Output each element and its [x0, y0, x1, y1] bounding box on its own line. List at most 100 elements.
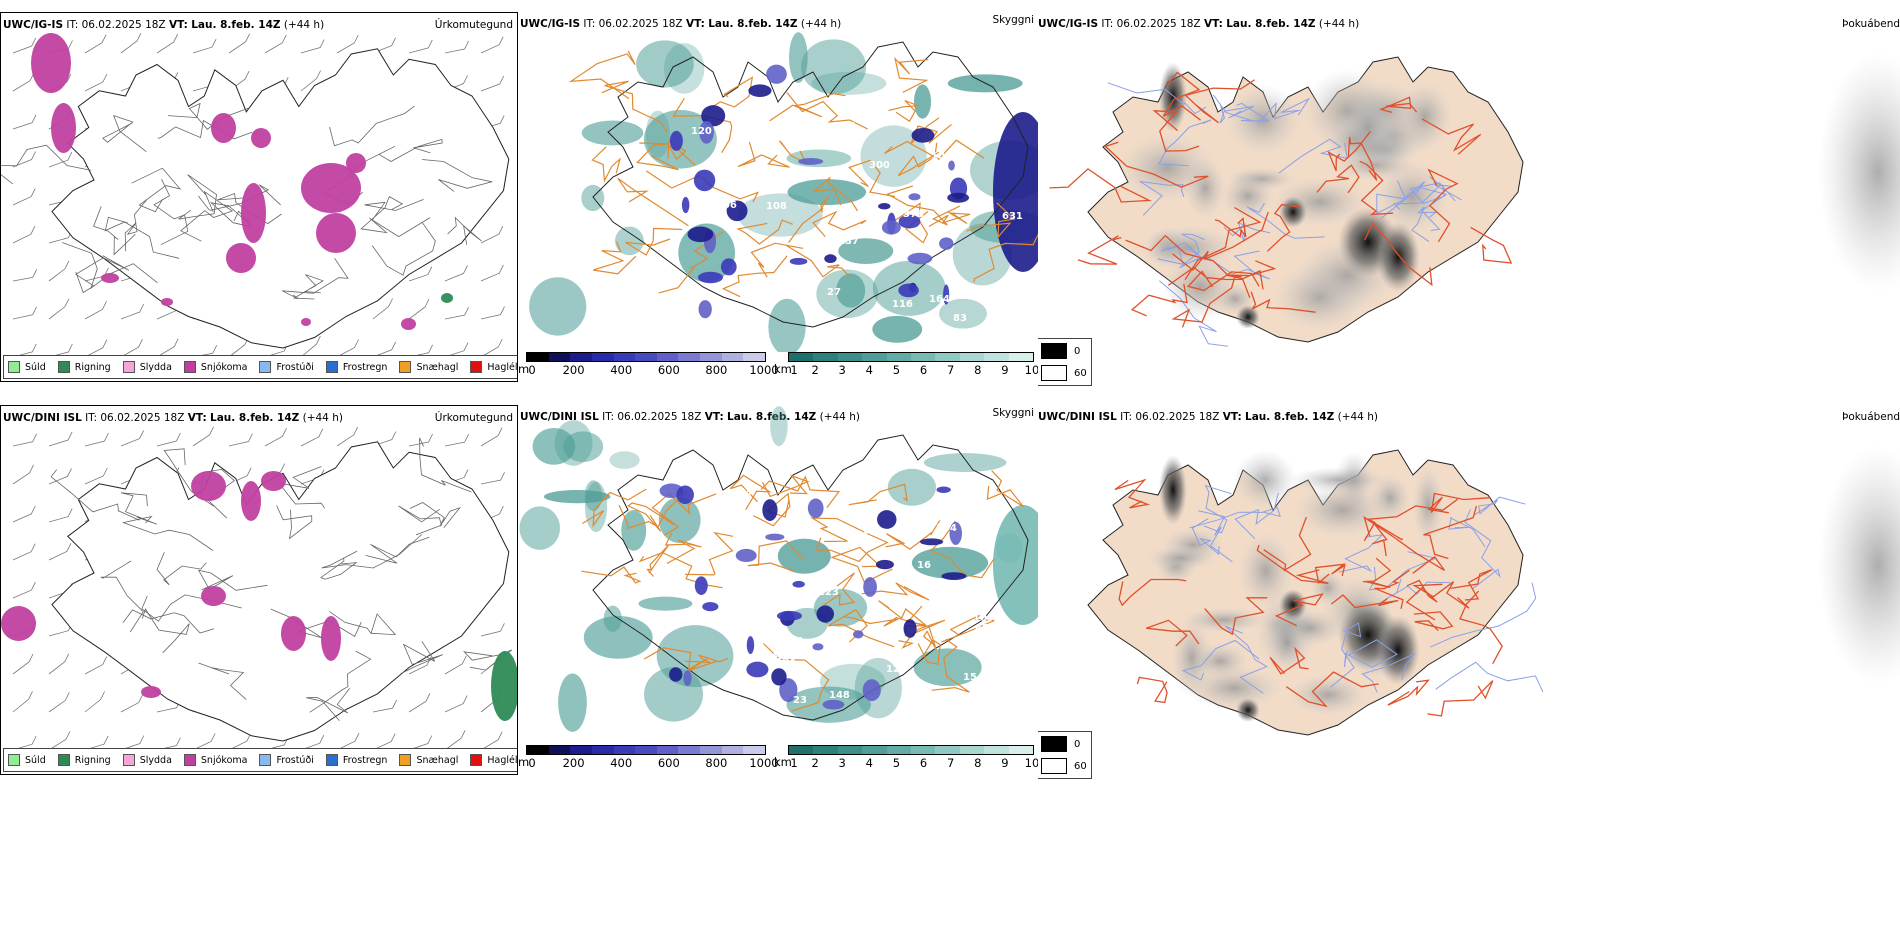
legend-swatch — [470, 361, 483, 373]
fog-legend-label: 60 — [1074, 760, 1087, 772]
cloud-visibility-panel: UWC/DINI ISL IT: 06.02.2025 18Z VT: Lau.… — [518, 405, 1038, 785]
legend-swatch — [259, 754, 272, 766]
cloud-visibility-panel: UWC/IG-IS IT: 06.02.2025 18Z VT: Lau. 8.… — [518, 12, 1038, 392]
colorbar-tick: 6 — [919, 363, 928, 377]
legend-swatch — [183, 754, 196, 766]
legend-label: Frostúði — [276, 754, 314, 766]
legend-swatch — [122, 754, 135, 766]
cloud-base-label: 631 — [1002, 211, 1023, 222]
colorbar-tick: 5 — [892, 363, 901, 377]
cloud-base-label: 406 — [704, 196, 725, 207]
fog-legend: 0 60 — [1038, 731, 1092, 779]
cloud-base-label: 23 — [793, 695, 807, 706]
legend-label: Snæhagl — [416, 361, 459, 373]
legend-swatch — [399, 754, 412, 766]
cloud-base-label: 73 — [738, 487, 752, 498]
cloud-base-label: 120 — [886, 664, 907, 675]
colorbar-unit: km — [774, 362, 792, 376]
cloud-base-label: 208 — [784, 127, 805, 138]
fog-legend-item: 0 — [1041, 736, 1080, 752]
colorbar-tick: 7 — [946, 756, 955, 770]
colorbar-swatches — [788, 352, 1034, 362]
cloud-base-label: 566 — [708, 577, 729, 588]
precip-type-panel: UWC/DINI ISL IT: 06.02.2025 18Z VT: Lau.… — [0, 405, 518, 775]
cloud-base-label: 486 — [835, 130, 856, 141]
colorbar-tick: 2 — [811, 363, 819, 377]
colorbar-tick: 1 — [790, 363, 798, 377]
colorbar-tick: 0 — [528, 363, 536, 377]
colorbar-tick: 1 — [790, 756, 798, 770]
cloud-base-label: 15 — [963, 672, 977, 683]
legend-swatch — [183, 361, 196, 373]
visibility-colorbar: km 1 2 3 4 5 6 7 8 9 10 — [774, 352, 1038, 382]
legend-swatch — [259, 361, 272, 373]
colorbar-tick: 3 — [838, 363, 846, 377]
fog-indicator-panel: UWC/DINI ISL IT: 06.02.2025 18Z VT: Lau.… — [1038, 405, 1900, 785]
cloud-map: 256 513 497 113 154 680 566 73 404 120 319 148 215 18… — [519, 406, 1038, 732]
fog-map — [1049, 52, 1900, 347]
cloud-base-label: 154 — [936, 523, 957, 534]
cloud-base-label: 215 — [695, 616, 716, 627]
legend-label: Snjókoma — [200, 754, 248, 766]
cloud-map: 106 87 20 27 100 631 78 378 406 164 486 83 69 137 300 9… — [529, 32, 1038, 352]
colorbar-swatches — [788, 745, 1034, 755]
legend-label: Slydda — [139, 361, 172, 373]
colorbar-tick: 8 — [974, 756, 982, 770]
colorbar-tick: 10 — [1024, 363, 1038, 377]
cloud-base-label: 100 — [931, 151, 952, 162]
fog-map — [1087, 445, 1900, 736]
legend-item: Snæhagl — [399, 754, 458, 766]
colorbar-unit: m — [518, 755, 530, 769]
visibility-colorbar: km 1 2 3 4 5 6 7 8 9 10 — [774, 745, 1038, 775]
fog-panel-header: UWC/DINI ISL IT: 06.02.2025 18Z VT: Lau.… — [1038, 411, 1378, 423]
legend-label: Súld — [25, 754, 46, 766]
legend-item: Rigning — [57, 754, 111, 766]
precip-type-legend: Súld Rigning Slydda Snjókoma Frostúði Frostre… — [3, 748, 517, 772]
precip-type-panel: UWC/IG-IS IT: 06.02.2025 18Z VT: Lau. 8.… — [0, 12, 518, 382]
colorbar-tick: 7 — [946, 363, 955, 377]
fog-legend-item: 60 — [1041, 365, 1087, 381]
cloud-base-label: 404 — [775, 657, 796, 668]
cloud-base-label: 109 — [973, 613, 994, 624]
legend-label: Snjókoma — [200, 361, 248, 373]
legend-label: Snæhagl — [416, 754, 459, 766]
cloud-base-label: 497 — [988, 506, 1009, 517]
cloud-base-label: 20 — [747, 277, 761, 288]
cloud-base-label: 161 — [894, 526, 915, 537]
cloud-base-label: 106 — [716, 200, 737, 211]
colorbar-tick: 600 — [657, 756, 680, 770]
legend-swatch — [470, 754, 483, 766]
legend-swatch — [325, 754, 338, 766]
colorbar-tick: 400 — [610, 363, 633, 377]
fog-panel-title: Þokuábendi — [1842, 411, 1900, 423]
cloud-base-label: 116 — [892, 299, 913, 310]
fog-legend-item: 0 — [1041, 343, 1080, 359]
colorbar-tick: 4 — [865, 363, 873, 377]
legend-item: Snjókoma — [183, 754, 248, 766]
cloud-base-label: 123 — [818, 587, 839, 598]
legend-swatch — [8, 361, 20, 373]
fog-legend-label: 60 — [1074, 367, 1087, 379]
fog-indicator-panel: UWC/IG-IS IT: 06.02.2025 18Z VT: Lau. 8.… — [1038, 12, 1900, 392]
fog-legend-swatch — [1041, 343, 1067, 359]
cloud-base-label: 332 — [903, 512, 924, 523]
colorbar-tick: 200 — [562, 363, 585, 377]
legend-swatch — [57, 754, 70, 766]
colorbar-tick: 2 — [811, 756, 819, 770]
legend-swatch — [57, 361, 70, 373]
legend-item: Haglél — [470, 361, 517, 373]
colorbar-tick: 9 — [1001, 756, 1009, 770]
cloud-base-label: 164 — [929, 294, 950, 305]
legend-label: Rigning — [74, 361, 111, 373]
precip-panel-header: UWC/IG-IS IT: 06.02.2025 18Z VT: Lau. 8.… — [3, 19, 325, 31]
legend-item: Rigning — [57, 361, 111, 373]
colorbar-tick: 1000 — [749, 756, 779, 770]
legend-label: Frostregn — [342, 754, 388, 766]
colorbar-tick: 3 — [838, 756, 846, 770]
cloud-base-label: 83 — [953, 313, 967, 324]
legend-label: Frostregn — [342, 361, 388, 373]
cloud-base-label: 680 — [975, 623, 996, 634]
legend-label: Rigning — [74, 754, 111, 766]
fog-panel-title: Þokuábendi — [1842, 18, 1900, 30]
colorbar-swatches — [526, 352, 766, 362]
